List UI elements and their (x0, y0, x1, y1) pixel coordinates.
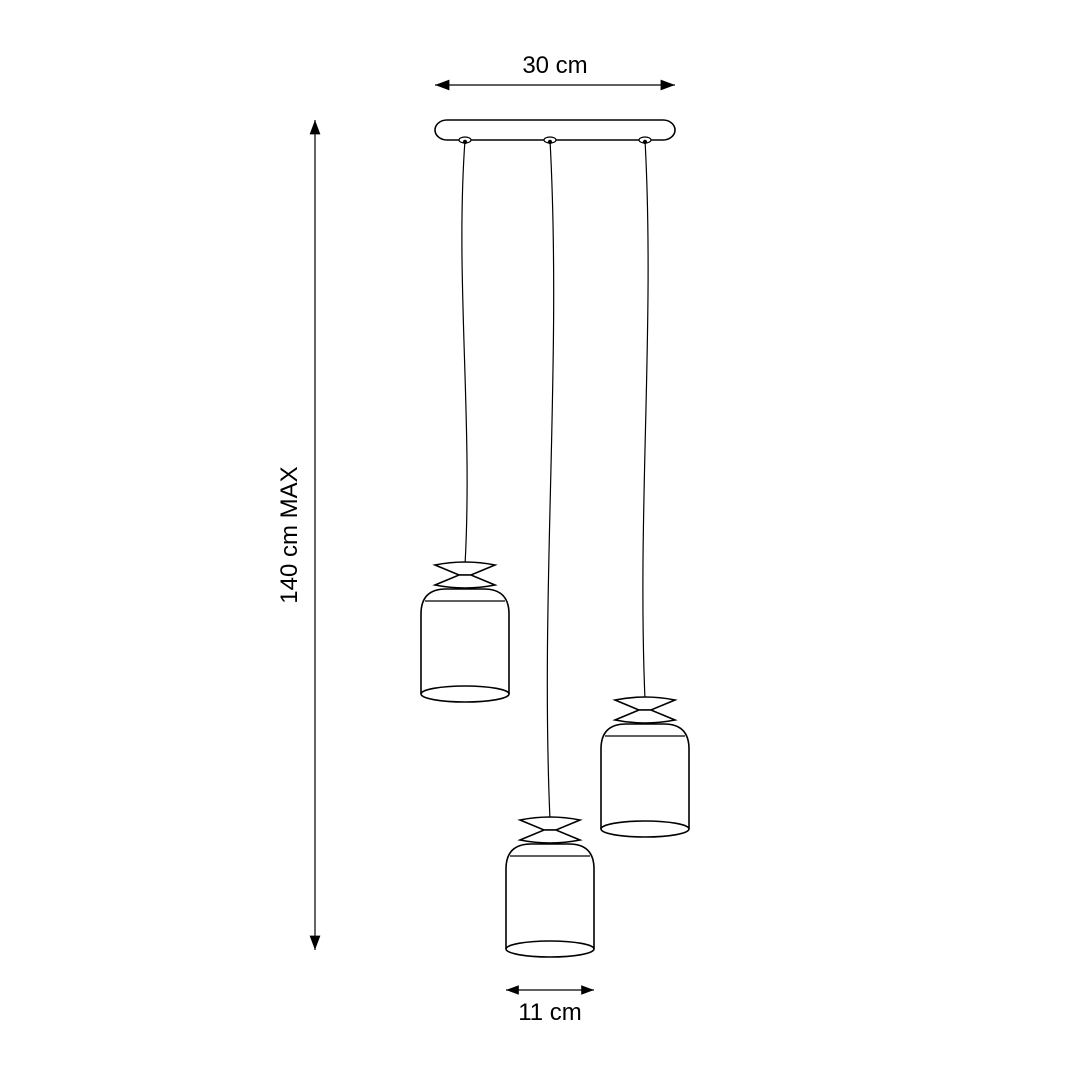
pendant-collar-upper (435, 562, 495, 575)
pendant-lamp-diagram: 30 cm 140 cm MAX 11 cm (0, 0, 1080, 1080)
pendant-cord (643, 140, 648, 700)
pendant-collar-upper (615, 697, 675, 710)
pendant-shade-opening (421, 686, 509, 702)
pendant-shade (506, 844, 594, 949)
pendant-collar-lower (435, 575, 495, 588)
cord-stop-bead (548, 140, 552, 144)
shade-dimension-label: 11 cm (518, 999, 582, 1026)
cord-stop-bead (463, 140, 467, 144)
pendant-shade (601, 724, 689, 829)
pendant-collar-upper (520, 817, 580, 830)
cord-stop-bead (643, 140, 647, 144)
pendant-shade (421, 589, 509, 694)
pendant-shade-opening (601, 821, 689, 837)
pendant-cord (462, 140, 467, 565)
pendant-collar-lower (520, 830, 580, 843)
height-dimension-label: 140 cm MAX (276, 466, 303, 603)
pendant-cord (547, 140, 553, 820)
pendant-shade-opening (506, 941, 594, 957)
pendant-collar-lower (615, 710, 675, 723)
width-dimension-label: 30 cm (522, 52, 587, 79)
ceiling-canopy (435, 120, 675, 140)
